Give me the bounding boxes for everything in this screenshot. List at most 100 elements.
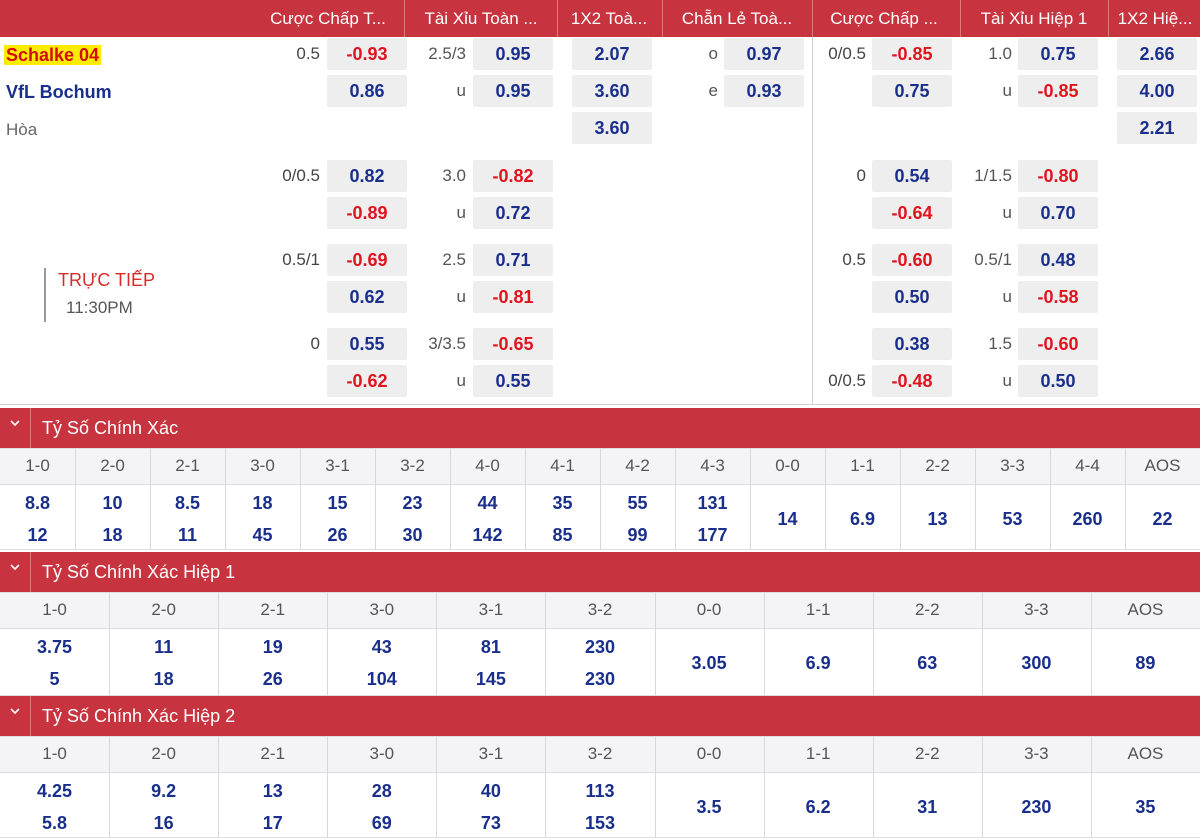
- score-odds-button[interactable]: 131: [697, 493, 728, 513]
- score-odds-button[interactable]: 8.5: [174, 493, 201, 513]
- score-odds-button[interactable]: 18: [102, 525, 123, 545]
- odds-button[interactable]: 0.71: [473, 244, 553, 276]
- score-odds-button[interactable]: 26: [327, 525, 348, 545]
- score-odds-button[interactable]: 113: [585, 781, 615, 801]
- score-odds-button[interactable]: 40: [480, 781, 501, 801]
- header-ft-handicap[interactable]: Cược Chấp T...: [270, 9, 386, 28]
- odds-button[interactable]: 0.55: [473, 365, 553, 397]
- score-odds-button[interactable]: 6.2: [805, 797, 831, 817]
- score-odds-button[interactable]: 85: [552, 525, 573, 545]
- chevron-down-icon[interactable]: [8, 704, 22, 718]
- odds-button[interactable]: 0.75: [1018, 38, 1098, 70]
- odds-button[interactable]: 0.86: [327, 75, 407, 107]
- odds-button[interactable]: -0.81: [473, 281, 553, 313]
- score-odds-button[interactable]: 14: [777, 509, 798, 529]
- score-odds-button[interactable]: 69: [371, 813, 392, 833]
- score-odds-button[interactable]: 30: [402, 525, 423, 545]
- score-odds-button[interactable]: 230: [1021, 797, 1052, 817]
- chevron-down-icon[interactable]: [8, 416, 22, 430]
- score-odds-button[interactable]: 260: [1072, 509, 1103, 529]
- score-odds-button[interactable]: 35: [1135, 797, 1156, 817]
- score-odds-button[interactable]: 28: [371, 781, 392, 801]
- away-team-name[interactable]: VfL Bochum: [6, 82, 112, 102]
- score-odds-button[interactable]: 13: [262, 781, 283, 801]
- ft-1x2-away-odds[interactable]: 3.60: [572, 75, 652, 107]
- score-odds-button[interactable]: 104: [366, 669, 397, 689]
- section-header[interactable]: Tỷ Số Chính Xác: [0, 408, 1200, 448]
- odds-button[interactable]: 0.38: [872, 328, 952, 360]
- ft-1x2-draw-odds[interactable]: 3.60: [572, 112, 652, 144]
- ft-even-odds[interactable]: 0.93: [724, 75, 804, 107]
- h1-1x2-draw-odds[interactable]: 2.21: [1117, 112, 1197, 144]
- score-odds-button[interactable]: 15: [327, 493, 348, 513]
- odds-button[interactable]: 0.55: [327, 328, 407, 360]
- score-odds-button[interactable]: 142: [472, 525, 503, 545]
- score-odds-button[interactable]: 300: [1021, 653, 1052, 673]
- score-odds-button[interactable]: 63: [917, 653, 938, 673]
- odds-button[interactable]: -0.48: [872, 365, 952, 397]
- score-odds-button[interactable]: 13: [927, 509, 948, 529]
- odds-button[interactable]: 0.82: [327, 160, 407, 192]
- odds-button[interactable]: 0.54: [872, 160, 952, 192]
- section-header[interactable]: Tỷ Số Chính Xác Hiệp 2: [0, 696, 1200, 736]
- odds-button[interactable]: -0.60: [1018, 328, 1098, 360]
- odds-button[interactable]: -0.69: [327, 244, 407, 276]
- score-odds-button[interactable]: 3.75: [37, 637, 73, 657]
- score-odds-button[interactable]: 17: [262, 813, 283, 833]
- score-odds-button[interactable]: 26: [262, 669, 283, 689]
- score-odds-button[interactable]: 19: [262, 637, 283, 657]
- odds-button[interactable]: -0.89: [327, 197, 407, 229]
- odds-button[interactable]: -0.80: [1018, 160, 1098, 192]
- score-odds-button[interactable]: 145: [475, 669, 506, 689]
- score-odds-button[interactable]: 18: [153, 669, 174, 689]
- score-odds-button[interactable]: 35: [552, 493, 573, 513]
- score-odds-button[interactable]: 3.5: [696, 797, 722, 817]
- score-odds-button[interactable]: 230: [584, 669, 616, 689]
- score-odds-button[interactable]: 99: [627, 525, 648, 545]
- odds-button[interactable]: 0.95: [473, 75, 553, 107]
- odds-button[interactable]: 0.50: [1018, 365, 1098, 397]
- score-odds-button[interactable]: 11: [177, 525, 198, 545]
- score-odds-button[interactable]: 44: [477, 493, 498, 513]
- odds-button[interactable]: 0.70: [1018, 197, 1098, 229]
- header-ft-1x2[interactable]: 1X2 Toà...: [570, 9, 648, 28]
- score-odds-button[interactable]: 6.9: [805, 653, 831, 673]
- odds-button[interactable]: -0.82: [473, 160, 553, 192]
- h1-1x2-home-odds[interactable]: 2.66: [1117, 38, 1197, 70]
- score-odds-button[interactable]: 12: [27, 525, 48, 545]
- score-odds-button[interactable]: 177: [697, 525, 728, 545]
- score-odds-button[interactable]: 10: [102, 493, 123, 513]
- header-h1-handicap[interactable]: Cược Chấp ...: [830, 9, 938, 28]
- section-header[interactable]: Tỷ Số Chính Xác Hiệp 1: [0, 552, 1200, 592]
- score-odds-button[interactable]: 81: [480, 637, 501, 657]
- score-odds-button[interactable]: 9.2: [151, 781, 177, 801]
- odds-button[interactable]: -0.62: [327, 365, 407, 397]
- score-odds-button[interactable]: 230: [584, 637, 616, 657]
- score-odds-button[interactable]: 45: [252, 525, 273, 545]
- ft-1x2-home-odds[interactable]: 2.07: [572, 38, 652, 70]
- score-odds-button[interactable]: 43: [371, 637, 392, 657]
- odds-button[interactable]: 0.72: [473, 197, 553, 229]
- odds-button[interactable]: 0.48: [1018, 244, 1098, 276]
- odds-button[interactable]: 0.95: [473, 38, 553, 70]
- score-odds-button[interactable]: 3.05: [691, 653, 727, 673]
- score-odds-button[interactable]: 22: [1152, 509, 1173, 529]
- h1-1x2-away-odds[interactable]: 4.00: [1117, 75, 1197, 107]
- odds-button[interactable]: -0.58: [1018, 281, 1098, 313]
- score-odds-button[interactable]: 4.25: [37, 781, 73, 801]
- score-odds-button[interactable]: 18: [252, 493, 273, 513]
- score-odds-button[interactable]: 8.8: [24, 493, 51, 513]
- score-odds-button[interactable]: 153: [584, 813, 616, 833]
- score-odds-button[interactable]: 11: [154, 637, 174, 657]
- home-team-name[interactable]: Schalke 04: [4, 45, 102, 65]
- odds-button[interactable]: 0.75: [872, 75, 952, 107]
- score-odds-button[interactable]: 5: [49, 669, 60, 689]
- odds-button[interactable]: -0.65: [473, 328, 553, 360]
- score-odds-button[interactable]: 23: [402, 493, 423, 513]
- score-odds-button[interactable]: 31: [917, 797, 938, 817]
- odds-button[interactable]: -0.60: [872, 244, 952, 276]
- score-odds-button[interactable]: 89: [1135, 653, 1156, 673]
- header-ft-odd-even[interactable]: Chẵn Lẻ Toà...: [681, 9, 793, 28]
- score-odds-button[interactable]: 6.9: [849, 509, 876, 529]
- header-h1-over-under[interactable]: Tài Xỉu Hiệp 1: [980, 9, 1088, 28]
